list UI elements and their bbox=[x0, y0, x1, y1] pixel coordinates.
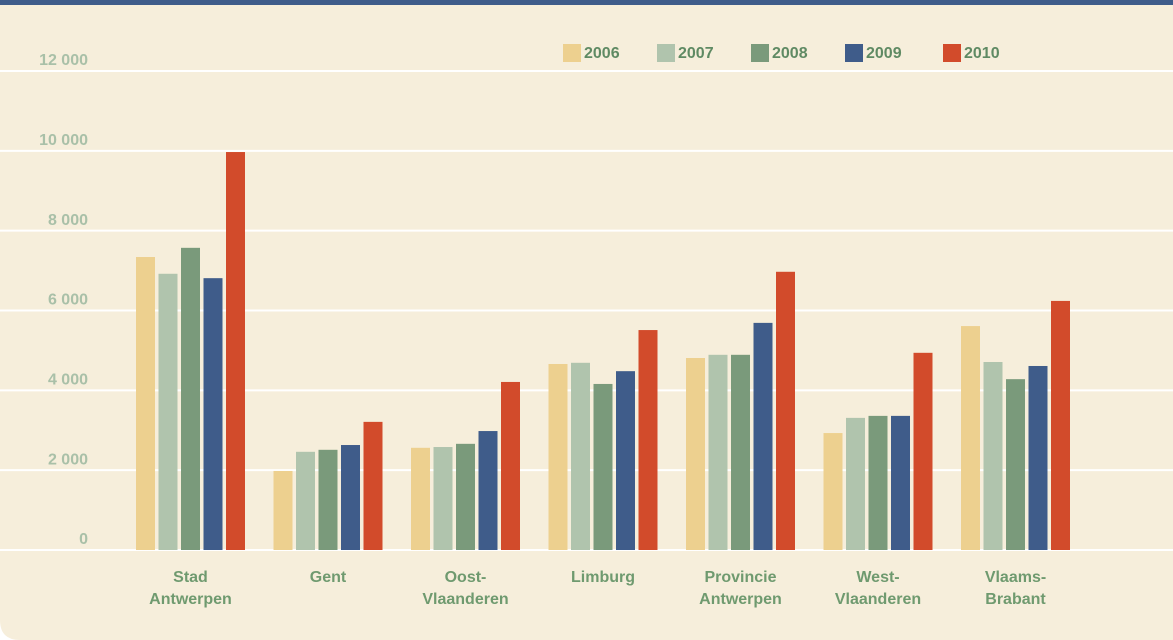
bar bbox=[776, 271, 795, 550]
legend-label: 2010 bbox=[964, 45, 1000, 62]
bar bbox=[478, 431, 498, 550]
top-rule bbox=[0, 0, 1173, 5]
bar bbox=[341, 445, 360, 550]
x-tick-label: Vlaams- bbox=[985, 569, 1046, 586]
bar bbox=[708, 354, 728, 550]
x-tick-label: Antwerpen bbox=[699, 591, 782, 608]
legend-swatch bbox=[751, 44, 769, 62]
bar bbox=[203, 278, 223, 550]
bar bbox=[273, 470, 293, 550]
bar bbox=[983, 361, 1003, 550]
y-tick-label: 8 000 bbox=[48, 212, 88, 229]
bar bbox=[1051, 300, 1070, 550]
bar bbox=[823, 433, 843, 550]
legend-swatch bbox=[845, 44, 863, 62]
y-tick-label: 4 000 bbox=[48, 372, 88, 389]
x-tick-label: Provincie bbox=[704, 569, 776, 586]
bar bbox=[158, 273, 178, 550]
x-tick-label: Stad bbox=[173, 569, 208, 586]
bar bbox=[363, 421, 383, 550]
y-tick-label: 10 000 bbox=[39, 132, 88, 149]
legend-swatch bbox=[563, 44, 581, 62]
bar bbox=[868, 415, 888, 550]
legend-label: 2006 bbox=[584, 45, 620, 62]
y-tick-label: 12 000 bbox=[39, 52, 88, 69]
x-tick-label: Limburg bbox=[571, 569, 635, 586]
x-tick-label: Vlaanderen bbox=[835, 591, 921, 608]
bar bbox=[891, 415, 910, 550]
legend-label: 2007 bbox=[678, 45, 714, 62]
bar bbox=[616, 371, 635, 550]
bar bbox=[226, 152, 245, 551]
x-tick-label: Antwerpen bbox=[149, 591, 232, 608]
bar bbox=[961, 326, 980, 550]
x-tick-label: Brabant bbox=[985, 591, 1046, 608]
y-tick-label: 2 000 bbox=[48, 451, 88, 468]
bar bbox=[433, 447, 453, 550]
x-tick-label: Oost- bbox=[445, 569, 487, 586]
bar bbox=[411, 447, 430, 550]
bar bbox=[136, 257, 155, 550]
legend-swatch bbox=[943, 44, 961, 62]
bar bbox=[548, 363, 568, 550]
bar bbox=[571, 362, 590, 550]
y-tick-label: 0 bbox=[79, 531, 88, 548]
bar bbox=[181, 247, 200, 551]
bar bbox=[846, 417, 865, 550]
bar bbox=[593, 383, 613, 550]
bar bbox=[501, 381, 520, 550]
bar bbox=[296, 451, 315, 550]
x-tick-label: West- bbox=[856, 569, 899, 586]
x-tick-label: Gent bbox=[310, 569, 347, 586]
bar bbox=[913, 352, 933, 550]
bar bbox=[1028, 365, 1048, 550]
legend-swatch bbox=[657, 44, 675, 62]
bar bbox=[1006, 379, 1025, 550]
x-tick-label: Vlaanderen bbox=[422, 591, 508, 608]
bar bbox=[456, 443, 475, 550]
bar bbox=[638, 330, 658, 550]
bar bbox=[753, 322, 773, 550]
legend-label: 2009 bbox=[866, 45, 902, 62]
bar bbox=[318, 449, 338, 550]
legend-label: 2008 bbox=[772, 45, 808, 62]
bar bbox=[686, 358, 705, 550]
bar bbox=[731, 354, 750, 550]
y-tick-label: 6 000 bbox=[48, 292, 88, 309]
